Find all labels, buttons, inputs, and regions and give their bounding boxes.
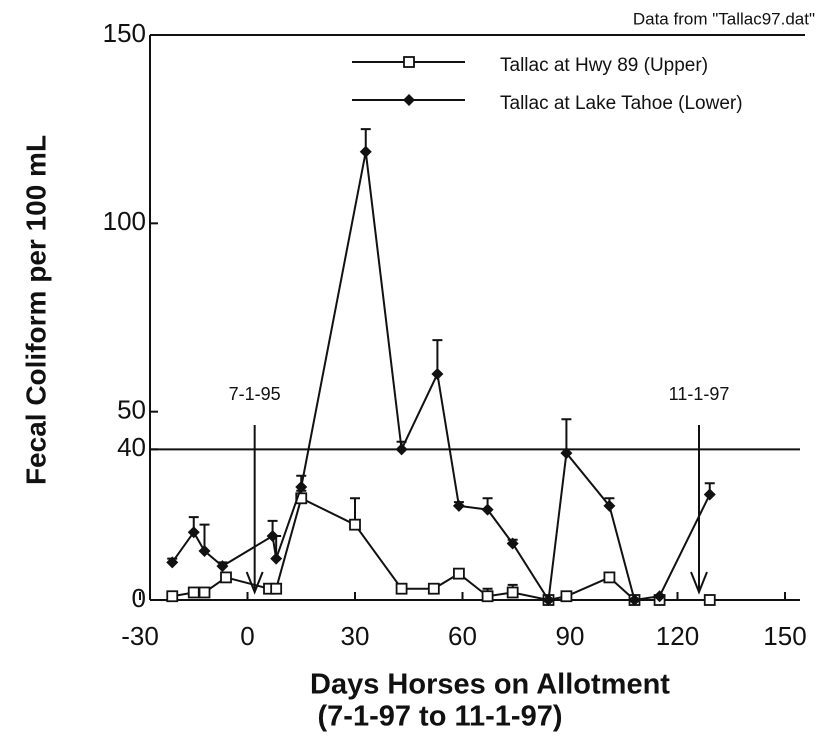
point-diamond [270, 552, 283, 565]
x-tick-label: 30 [341, 621, 370, 651]
point-square [481, 590, 494, 603]
y-tick-label: 150 [103, 18, 146, 48]
point-diamond [506, 537, 519, 550]
x-tick-label: -30 [121, 621, 159, 651]
x-tick-label: 0 [240, 621, 254, 651]
y-axis-label: Fecal Coliform per 100 mL [20, 135, 51, 485]
legend-marker [403, 94, 415, 106]
point-diamond [560, 447, 573, 460]
point-square [506, 586, 519, 599]
x-tick-label: 120 [656, 621, 699, 651]
point-diamond [166, 556, 179, 569]
y-tick-label: 100 [103, 206, 146, 236]
point-diamond [187, 526, 200, 539]
x-axis-label: Days Horses on Allotment [310, 669, 670, 701]
point-diamond [198, 545, 211, 558]
point-diamond [628, 594, 641, 606]
point-diamond [216, 560, 229, 573]
arrow-head [690, 571, 708, 595]
point-diamond [603, 499, 616, 512]
source-note: Data from "Tallac97.dat" [633, 9, 815, 28]
point-square [187, 586, 200, 599]
point-diamond [542, 594, 555, 606]
x-tick-label: 150 [763, 621, 806, 651]
point-square [220, 571, 232, 584]
point-square [453, 567, 465, 580]
y-tick-label: 0 [132, 583, 146, 613]
point-diamond [703, 488, 716, 501]
point-square [270, 582, 283, 595]
point-square [166, 590, 179, 603]
point-square [395, 582, 408, 595]
point-diamond [295, 481, 308, 493]
x-tick-label: 90 [556, 621, 585, 651]
legend-label: Tallac at Hwy 89 (Upper) [500, 55, 708, 76]
point-diamond [431, 368, 444, 380]
point-diamond [653, 590, 666, 603]
point-diamond [359, 145, 372, 158]
x-tick-label: 60 [448, 621, 477, 651]
point-square [349, 518, 361, 531]
annotation-label: 7-1-95 [229, 384, 281, 404]
point-square [703, 594, 716, 606]
point-square [603, 571, 616, 584]
legend-marker [403, 56, 415, 68]
point-diamond [395, 443, 408, 456]
x-axis-label-sub: (7-1-97 to 11-1-97) [318, 701, 563, 733]
arrow-head [245, 571, 264, 595]
point-square [560, 590, 573, 603]
point-square [198, 586, 211, 599]
y-tick-label: 50 [117, 395, 146, 425]
annotation-label: 11-1-97 [669, 384, 730, 404]
y-tick-label: 40 [117, 432, 146, 462]
point-diamond [452, 499, 465, 512]
legend-label: Tallac at Lake Tahoe (Lower) [500, 93, 743, 114]
point-diamond [481, 503, 494, 516]
point-square [427, 582, 440, 595]
series-line [172, 496, 710, 602]
